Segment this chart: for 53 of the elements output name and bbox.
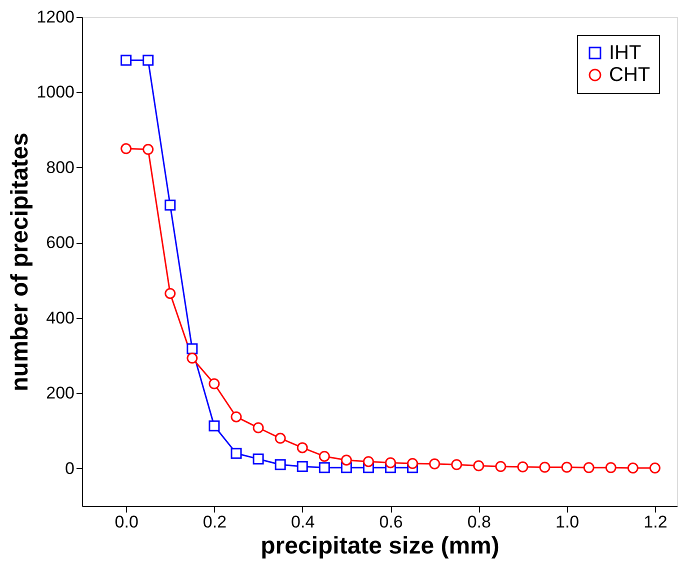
legend-label: IHT bbox=[609, 42, 642, 64]
x-tick-label: 1.2 bbox=[644, 512, 668, 532]
y-tick-label: 600 bbox=[46, 233, 74, 252]
point bbox=[429, 458, 440, 470]
point bbox=[517, 461, 528, 472]
y-tick-label: 1200 bbox=[36, 8, 74, 26]
x-tick-label: 0.0 bbox=[114, 512, 138, 532]
point bbox=[605, 462, 616, 474]
point bbox=[362, 456, 374, 468]
point bbox=[340, 454, 352, 466]
point bbox=[274, 432, 286, 444]
point bbox=[186, 352, 198, 364]
point bbox=[252, 453, 264, 464]
point bbox=[230, 411, 242, 422]
point bbox=[164, 200, 176, 211]
point bbox=[208, 420, 220, 432]
point bbox=[451, 459, 462, 470]
point bbox=[649, 462, 660, 474]
x-axis-title: precipitate size (mm) bbox=[260, 532, 500, 560]
point bbox=[274, 459, 286, 470]
x-tick-label: 0.4 bbox=[291, 512, 315, 532]
point bbox=[385, 457, 396, 468]
y-tick-label: 1000 bbox=[36, 82, 74, 102]
x-tick-label: 0.2 bbox=[202, 512, 227, 532]
point bbox=[120, 143, 132, 154]
point bbox=[208, 378, 220, 390]
point bbox=[495, 461, 506, 472]
point bbox=[230, 448, 242, 459]
y-tick-label: 200 bbox=[46, 384, 74, 403]
x-tick-label: 0.8 bbox=[467, 512, 491, 532]
point bbox=[296, 461, 308, 472]
point bbox=[296, 442, 308, 454]
point bbox=[142, 144, 154, 155]
point bbox=[583, 462, 594, 474]
y-tick-label: 800 bbox=[46, 158, 74, 177]
point bbox=[318, 450, 330, 462]
point bbox=[539, 462, 550, 473]
point bbox=[473, 460, 484, 472]
point bbox=[164, 288, 176, 299]
point bbox=[407, 458, 418, 469]
point bbox=[252, 422, 264, 434]
legend-label: CHT bbox=[609, 64, 650, 86]
point bbox=[142, 54, 154, 66]
y-tick-label: 0 bbox=[65, 458, 74, 478]
point bbox=[318, 462, 330, 474]
point bbox=[186, 343, 198, 354]
x-tick-label: 1.0 bbox=[555, 512, 580, 532]
point bbox=[627, 462, 638, 474]
point bbox=[561, 462, 572, 473]
y-tick-label: 400 bbox=[46, 308, 74, 328]
x-tick-label: 0.6 bbox=[379, 512, 403, 532]
y-axis-title: number of precipitates bbox=[6, 132, 34, 392]
point bbox=[120, 54, 132, 66]
